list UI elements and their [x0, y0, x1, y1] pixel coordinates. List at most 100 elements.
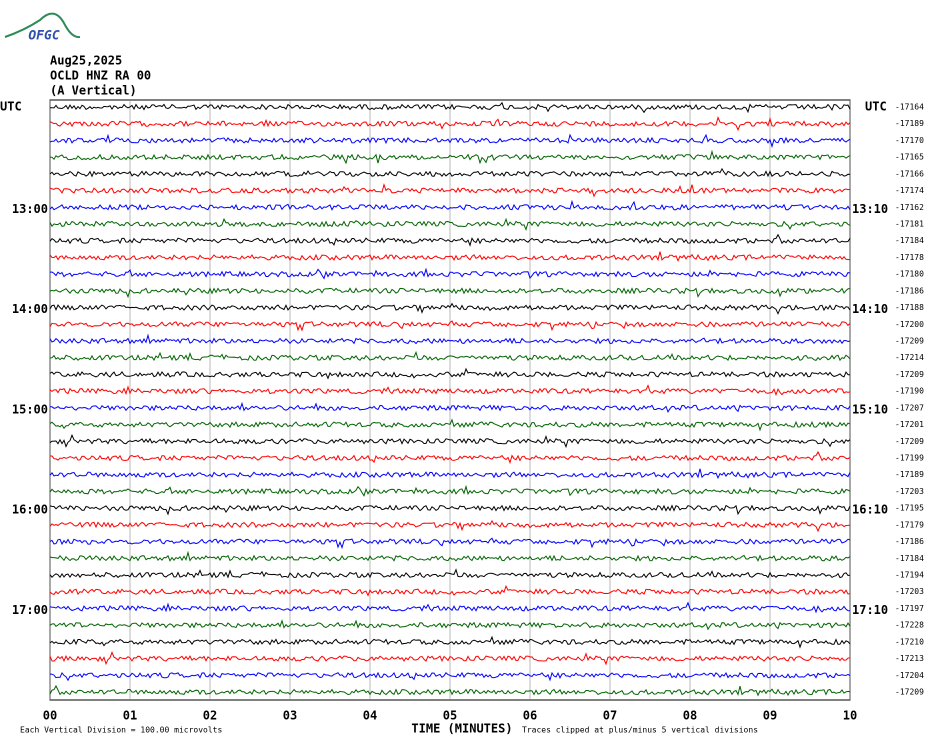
trace: [49, 302, 851, 315]
trace: [49, 504, 851, 516]
logo-mark: [4, 12, 81, 39]
left-time-label: 13:00: [12, 202, 48, 216]
clip-note: Traces clipped at plus/minus 5 vertical …: [522, 726, 758, 735]
right-time-label: 17:10: [852, 603, 888, 617]
trace: [49, 684, 851, 697]
offset-label: -17164: [895, 103, 924, 112]
offset-label: -17194: [895, 571, 924, 580]
trace: [49, 519, 851, 533]
x-tick-label: 09: [763, 709, 777, 723]
trace: [49, 217, 851, 231]
offset-label: -17209: [895, 437, 924, 446]
scale-note: Each Vertical Division = 100.00 microvol…: [20, 726, 222, 735]
right-time-label: 16:10: [852, 503, 888, 517]
trace: [49, 267, 851, 280]
x-tick-label: 07: [603, 709, 617, 723]
offset-label: -17228: [895, 621, 924, 630]
offset-label: -17188: [895, 303, 924, 312]
trace: [50, 401, 851, 414]
offset-label: -17170: [895, 136, 924, 145]
trace: [49, 468, 851, 480]
x-tick-label: 10: [843, 709, 857, 723]
offset-label: -17209: [895, 370, 924, 379]
offset-label: -17210: [895, 637, 924, 646]
x-tick-label: 04: [363, 709, 377, 723]
offset-label: -17190: [895, 387, 924, 396]
offset-label: -17189: [895, 119, 924, 128]
x-tick-label: 08: [683, 709, 697, 723]
x-tick-label: 00: [43, 709, 57, 723]
offset-label: -17203: [895, 587, 924, 596]
offset-label: -17204: [895, 671, 924, 680]
trace: [49, 333, 851, 345]
trace: [49, 367, 851, 380]
trace: [49, 418, 851, 432]
trace: [49, 133, 851, 149]
offset-label: -17178: [895, 253, 924, 262]
x-tick-label: 02: [203, 709, 217, 723]
offset-label: -17180: [895, 270, 924, 279]
offset-label: -17186: [895, 537, 924, 546]
date: Aug25,2025: [50, 54, 122, 68]
offset-label: -17184: [895, 236, 924, 245]
offset-label: -17209: [895, 688, 924, 697]
trace: [49, 619, 851, 631]
x-axis-label: TIME (MINUTES): [411, 722, 512, 736]
offset-label: -17179: [895, 520, 924, 529]
offset-label: -17166: [895, 169, 924, 178]
trace: [49, 167, 851, 178]
trace: [49, 550, 851, 562]
trace: [49, 350, 851, 362]
offset-label: -17162: [895, 203, 924, 212]
trace: [49, 384, 851, 397]
trace: [49, 635, 851, 649]
component: (A Vertical): [50, 84, 137, 98]
offset-label: -17199: [895, 454, 924, 463]
station: OCLD HNZ RA 00: [50, 69, 151, 83]
trace: [49, 199, 851, 211]
offset-label: -17200: [895, 320, 924, 329]
trace: [49, 537, 851, 550]
trace: [49, 651, 851, 666]
left-unit: UTC: [0, 100, 22, 114]
offset-label: -17189: [895, 470, 924, 479]
offset-label: -17207: [895, 403, 924, 412]
right-time-label: 13:10: [852, 202, 888, 216]
offset-label: -17201: [895, 420, 924, 429]
left-time-label: 17:00: [12, 603, 48, 617]
x-tick-label: 03: [283, 709, 297, 723]
x-tick-label: 05: [443, 709, 457, 723]
offset-label: -17195: [895, 504, 924, 513]
trace: [49, 287, 851, 299]
trace: [49, 568, 851, 579]
offset-label: -17186: [895, 286, 924, 295]
offset-label: -17181: [895, 220, 924, 229]
right-time-label: 15:10: [852, 402, 888, 416]
trace: [49, 433, 851, 449]
trace: [49, 251, 851, 262]
trace: [49, 601, 851, 614]
x-tick-label: 01: [123, 709, 137, 723]
left-time-label: 16:00: [12, 503, 48, 517]
offset-label: -17197: [895, 604, 924, 613]
trace: [49, 101, 851, 114]
trace: [49, 115, 851, 132]
trace: [49, 149, 851, 165]
offset-label: -17174: [895, 186, 924, 195]
logo-text: OFGC: [28, 29, 59, 44]
offset-label: -17203: [895, 487, 924, 496]
trace: [49, 584, 851, 597]
offset-label: -17165: [895, 153, 924, 162]
right-unit: UTC: [865, 100, 887, 114]
right-time-label: 14:10: [852, 302, 888, 316]
offset-label: -17184: [895, 554, 924, 563]
offset-label: -17214: [895, 353, 924, 362]
left-time-label: 15:00: [12, 402, 48, 416]
left-time-label: 14:00: [12, 302, 48, 316]
trace: [49, 671, 851, 682]
offset-label: -17213: [895, 654, 924, 663]
trace: [50, 450, 851, 465]
x-tick-label: 06: [523, 709, 537, 723]
trace: [49, 484, 851, 497]
